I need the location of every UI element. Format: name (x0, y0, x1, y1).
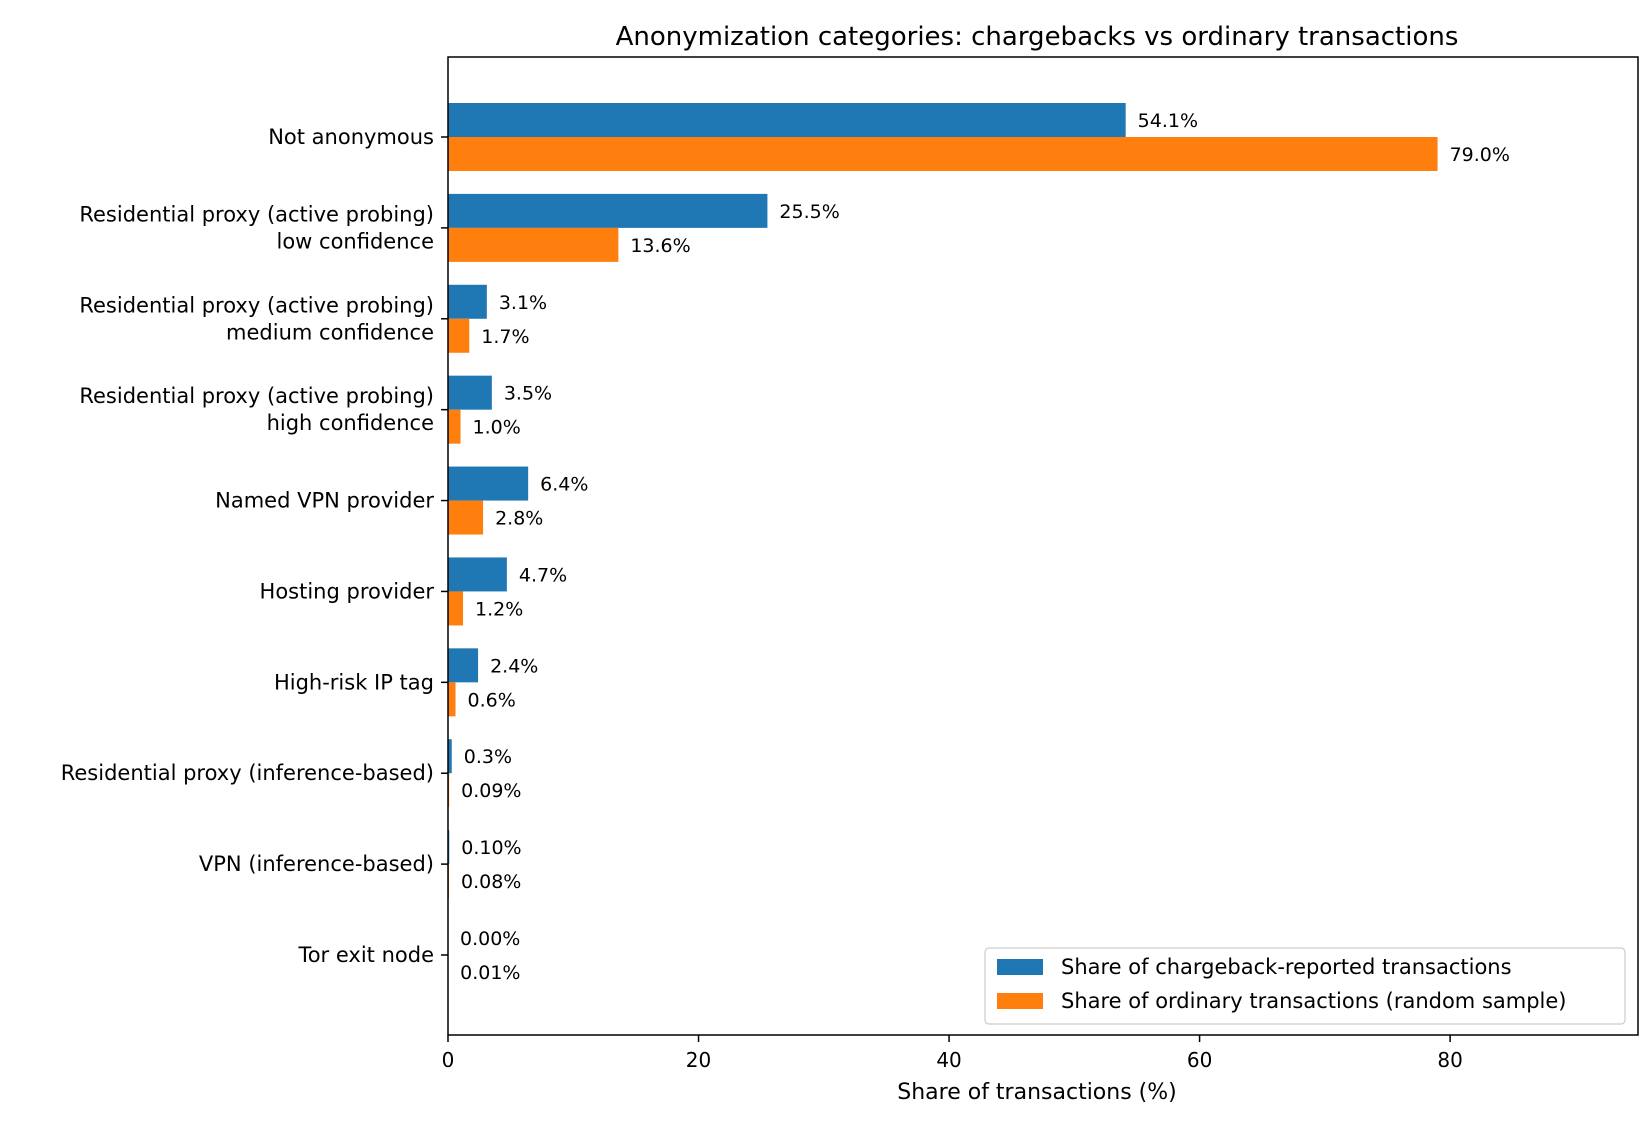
legend-swatch (997, 959, 1043, 975)
legend-label: Share of ordinary transactions (random s… (1061, 989, 1567, 1013)
value-label-ordinary: 1.7% (481, 326, 529, 348)
y-tick-label: VPN (inference-based) (199, 852, 434, 876)
bar-chargeback (448, 467, 528, 501)
bar-ordinary (448, 682, 456, 716)
y-tick-label: Named VPN provider (215, 489, 434, 513)
value-label-ordinary: 2.8% (495, 508, 543, 530)
y-tick-label: Residential proxy (active probing) (79, 293, 434, 317)
y-axis: Not anonymous Residential proxy (active p… (61, 125, 448, 967)
legend-swatch (997, 993, 1043, 1009)
y-tick-label: Residential proxy (active probing) (79, 384, 434, 408)
value-label-chargeback: 25.5% (779, 201, 839, 223)
bars-layer (448, 103, 1438, 989)
x-tick-label: 40 (936, 1048, 961, 1072)
value-label-chargeback: 6.4% (540, 474, 588, 496)
value-label-chargeback: 0.00% (460, 928, 520, 950)
value-label-chargeback: 3.5% (504, 383, 552, 405)
value-label-chargeback: 3.1% (499, 292, 547, 314)
bar-chargeback (448, 376, 492, 410)
value-label-ordinary: 0.08% (461, 871, 521, 893)
y-tick-label: Tor exit node (297, 943, 434, 967)
x-tick-label: 60 (1187, 1048, 1212, 1072)
bar-ordinary (448, 501, 483, 535)
y-tick-label: Not anonymous (268, 125, 434, 149)
x-tick-label: 20 (686, 1048, 711, 1072)
x-tick-label: 0 (442, 1048, 455, 1072)
value-label-chargeback: 54.1% (1138, 110, 1198, 132)
legend: Share of chargeback-reported transaction… (985, 948, 1625, 1024)
y-tick-label: high confidence (267, 411, 434, 435)
y-tick-label: Hosting provider (260, 579, 435, 603)
bar-chargeback (448, 103, 1126, 137)
value-label-ordinary: 1.0% (473, 417, 521, 439)
x-axis-label: Share of transactions (%) (897, 1080, 1176, 1105)
value-label-ordinary: 13.6% (630, 235, 690, 257)
bar-ordinary (448, 591, 463, 625)
bar-chargeback (448, 648, 478, 682)
chart-title: Anonymization categories: chargebacks vs… (616, 22, 1459, 52)
bar-ordinary (448, 319, 469, 353)
y-tick-label: Residential proxy (active probing) (79, 202, 434, 226)
value-label-chargeback: 2.4% (490, 655, 538, 677)
bar-chargeback (448, 194, 767, 228)
value-label-ordinary: 0.6% (468, 689, 516, 711)
value-label-chargeback: 0.10% (461, 837, 521, 859)
legend-label: Share of chargeback-reported transaction… (1061, 955, 1512, 979)
y-tick-label: Residential proxy (inference-based) (61, 761, 434, 785)
bar-ordinary (448, 228, 618, 262)
value-label-ordinary: 1.2% (475, 598, 523, 620)
value-label-ordinary: 79.0% (1450, 144, 1510, 166)
value-label-ordinary: 0.09% (461, 780, 521, 802)
value-label-chargeback: 0.3% (464, 746, 512, 768)
bar-ordinary (448, 137, 1438, 171)
x-tick-label: 80 (1437, 1048, 1462, 1072)
y-tick-label: low confidence (277, 229, 435, 253)
x-axis: 0 20 40 60 80 (442, 1035, 1463, 1072)
y-tick-label: High-risk IP tag (274, 670, 434, 694)
value-label-chargeback: 4.7% (519, 564, 567, 586)
value-label-ordinary: 0.01% (460, 962, 520, 984)
bar-chargeback (448, 285, 487, 319)
bar-ordinary (448, 410, 461, 444)
bar-chargeback (448, 557, 507, 591)
y-tick-label: medium confidence (226, 320, 434, 344)
